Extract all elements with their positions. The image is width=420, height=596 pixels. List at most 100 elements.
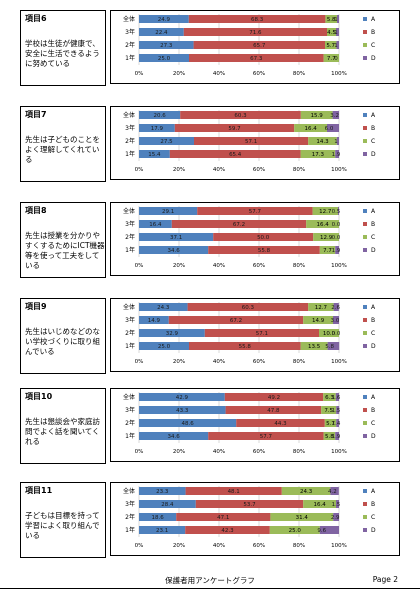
data-label: 4.2 <box>328 489 337 495</box>
data-label: 55.8 <box>258 248 271 254</box>
data-label: 28.4 <box>161 502 174 508</box>
legend-label: B <box>371 221 375 228</box>
bar-segment-d <box>330 487 339 495</box>
data-label: 65.7 <box>253 43 266 49</box>
category-label: 全体 <box>123 393 135 401</box>
data-label: 5.7 <box>326 421 335 427</box>
bar-segment-a <box>139 207 198 215</box>
legend-label: C <box>371 514 375 521</box>
bar-segment-a <box>139 329 205 337</box>
data-label: 12.7 <box>315 305 328 311</box>
chart-box: 全体 42.9 49.2 6.3 1.6 3年 43.3 47.8 7.5 1.5 2年 48.6 44… <box>110 388 400 462</box>
data-label: 12.9 <box>320 235 333 241</box>
data-label: 6.0 <box>325 126 334 132</box>
data-label: 1 <box>334 139 338 145</box>
data-label: 47.1 <box>217 515 229 521</box>
data-label: 4.5 <box>327 30 336 36</box>
data-label: 24.3 <box>157 305 170 311</box>
legend-swatch-b <box>363 502 367 506</box>
legend-swatch-b <box>363 408 367 412</box>
data-label: 7.5 <box>324 408 333 414</box>
bar-segment-b <box>193 41 325 49</box>
bar-segment-b <box>189 342 301 350</box>
legend-swatch-b <box>363 222 367 226</box>
bar-segment-c <box>303 500 336 508</box>
chart-box: 全体 20.6 60.3 15.9 3.2 3年 17.9 59.7 16.4 6.0 2年 27.5… <box>110 106 400 180</box>
bar-segment-c <box>303 316 333 324</box>
bar-segment-d <box>333 513 339 521</box>
data-label: 5.8 <box>327 17 336 23</box>
bar-segment-b <box>171 220 307 228</box>
data-label: 2.9 <box>331 515 340 521</box>
category-label: 3年 <box>125 406 135 414</box>
data-label: 27.5 <box>160 139 173 145</box>
tick-label: 60% <box>253 263 265 269</box>
data-label: 16.4 <box>316 222 329 228</box>
data-label: 42.3 <box>221 528 234 534</box>
legend-swatch-c <box>363 139 367 143</box>
tick-label: 60% <box>253 167 265 173</box>
data-label: 0.0 <box>332 222 341 228</box>
legend-swatch-d <box>363 528 367 532</box>
bar-segment-d <box>335 246 339 254</box>
category-label: 3年 <box>125 500 135 508</box>
category-label: 1年 <box>125 526 135 534</box>
data-label: 1.5 <box>332 502 341 508</box>
item-number: 項目11 <box>25 486 53 495</box>
data-label: 60.3 <box>234 113 247 119</box>
bar-segment-d <box>336 28 339 36</box>
bar-segment-b <box>213 233 314 241</box>
bar-segment-b <box>180 111 301 119</box>
category-label: 全体 <box>123 111 135 119</box>
legend-swatch-d <box>363 434 367 438</box>
category-label: 3年 <box>125 28 135 36</box>
tick-label: 80% <box>293 543 305 549</box>
data-label: 10.0 <box>323 331 336 337</box>
data-label: 1 <box>334 17 338 23</box>
bar-segment-d <box>336 41 339 49</box>
tick-label: 40% <box>213 543 225 549</box>
data-label: 29.1 <box>162 209 174 215</box>
data-label: 7.7 <box>323 248 332 254</box>
legend-label: A <box>371 394 376 401</box>
data-label: 65.4 <box>229 152 242 158</box>
bar-segment-b <box>204 329 319 337</box>
legend-swatch-d <box>363 344 367 348</box>
category-label: 1年 <box>125 54 135 62</box>
data-label: 31.4 <box>296 515 309 521</box>
data-label: 9.6 <box>317 528 326 534</box>
tick-label: 80% <box>293 71 305 77</box>
bar-segment-a <box>139 111 181 119</box>
data-label: 25.0 <box>158 56 171 62</box>
data-label: 42.9 <box>176 395 189 401</box>
category-label: 2年 <box>125 513 135 521</box>
data-label: 1.9 <box>332 152 341 158</box>
legend-swatch-d <box>363 152 367 156</box>
question-box: 項目9 先生はいじめなどのない学校づくりに取り組んでいる <box>20 298 106 374</box>
tick-label: 0% <box>135 543 144 549</box>
bar-segment-c <box>312 207 338 215</box>
bar-segment-d <box>327 124 339 132</box>
tick-label: 100% <box>331 359 347 365</box>
data-label: 1.5 <box>332 408 341 414</box>
bar-segment-d <box>333 316 339 324</box>
data-label: 23.3 <box>156 489 169 495</box>
bar-segment-d <box>337 15 339 23</box>
bar-segment-b <box>208 246 320 254</box>
bar-segment-c <box>308 303 334 311</box>
bar-segment-c <box>300 150 336 158</box>
data-label: 24.3 <box>300 489 313 495</box>
bar-segment-b <box>185 526 270 534</box>
data-label: 16.4 <box>313 502 326 508</box>
category-label: 1年 <box>125 342 135 350</box>
bar-segment-c <box>323 432 336 440</box>
tick-label: 20% <box>173 449 185 455</box>
bar-segment-a <box>139 342 189 350</box>
data-label: 34.6 <box>167 434 180 440</box>
bar-segment-c <box>300 342 328 350</box>
legend-label: B <box>371 29 375 36</box>
legend-swatch-c <box>363 515 367 519</box>
bar-segment-b <box>225 406 322 414</box>
data-label: 44.3 <box>274 421 287 427</box>
footer-rule <box>0 588 420 589</box>
